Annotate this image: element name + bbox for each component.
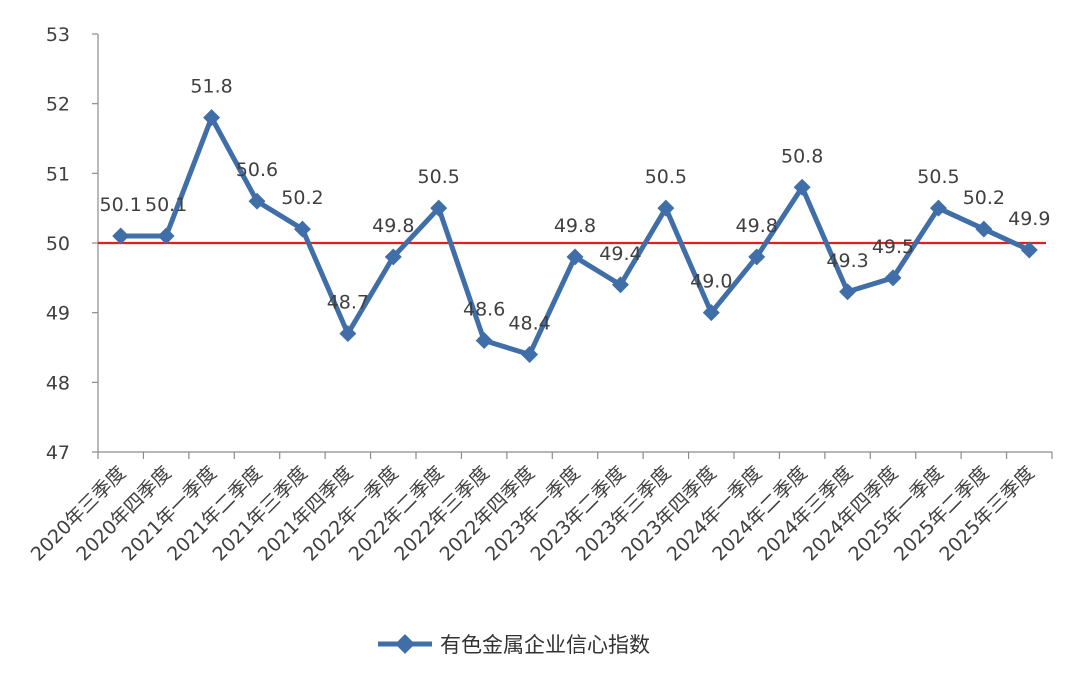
data-point — [611, 276, 629, 294]
data-point — [566, 248, 584, 266]
data-point — [839, 283, 857, 301]
data-point — [657, 199, 675, 217]
y-tick-label: 52 — [46, 94, 70, 116]
data-point — [884, 269, 902, 287]
data-point — [521, 345, 539, 363]
data-label: 48.6 — [463, 299, 505, 321]
y-tick-label: 50 — [46, 233, 70, 255]
data-point — [203, 109, 221, 127]
data-point — [975, 220, 993, 238]
y-tick-label: 53 — [46, 24, 70, 46]
legend-label: 有色金属企业信心指数 — [440, 633, 650, 657]
y-tick-label: 48 — [46, 372, 70, 394]
data-label: 51.8 — [190, 76, 232, 98]
data-label: 50.1 — [145, 194, 187, 216]
data-label: 49.8 — [736, 215, 778, 237]
data-label: 50.2 — [281, 187, 323, 209]
data-label: 49.4 — [599, 243, 641, 265]
data-label: 50.5 — [917, 166, 959, 188]
legend-marker — [395, 634, 415, 654]
y-tick-label: 49 — [46, 303, 70, 325]
data-point — [112, 227, 130, 245]
data-label: 48.4 — [508, 312, 550, 334]
data-label: 49.8 — [372, 215, 414, 237]
data-label: 49.9 — [1008, 208, 1050, 230]
y-tick-label: 51 — [46, 163, 70, 185]
data-point — [430, 199, 448, 217]
data-label: 50.8 — [781, 145, 823, 167]
data-label: 49.5 — [872, 236, 914, 258]
x-axis-ticks: 2020年三季度2020年四季度2021年一季度2021年二季度2021年三季度… — [27, 452, 1053, 565]
data-point — [157, 227, 175, 245]
data-point — [748, 248, 766, 266]
data-point — [702, 304, 720, 322]
y-tick-label: 47 — [46, 442, 70, 464]
y-axis-ticks: 47 48 49 50 51 52 53 — [46, 24, 98, 464]
data-point — [339, 325, 357, 343]
data-label: 50.2 — [963, 187, 1005, 209]
data-label: 50.5 — [645, 166, 687, 188]
data-point — [293, 220, 311, 238]
data-label: 48.7 — [327, 292, 369, 314]
data-label: 50.6 — [236, 159, 278, 181]
legend: 有色金属企业信心指数 — [378, 633, 650, 657]
data-label: 49.3 — [826, 250, 868, 272]
data-label: 49.8 — [554, 215, 596, 237]
data-label: 50.1 — [100, 194, 142, 216]
data-labels: 50.1 50.151.850.650.248.749.850.548.648.4… — [100, 76, 1051, 335]
series-group — [112, 109, 1038, 363]
data-point — [929, 199, 947, 217]
data-label: 49.0 — [690, 271, 732, 293]
data-label: 50.5 — [418, 166, 460, 188]
data-point — [1020, 241, 1038, 259]
data-point — [248, 192, 266, 210]
data-point — [384, 248, 402, 266]
data-point — [475, 332, 493, 350]
data-point — [793, 178, 811, 196]
